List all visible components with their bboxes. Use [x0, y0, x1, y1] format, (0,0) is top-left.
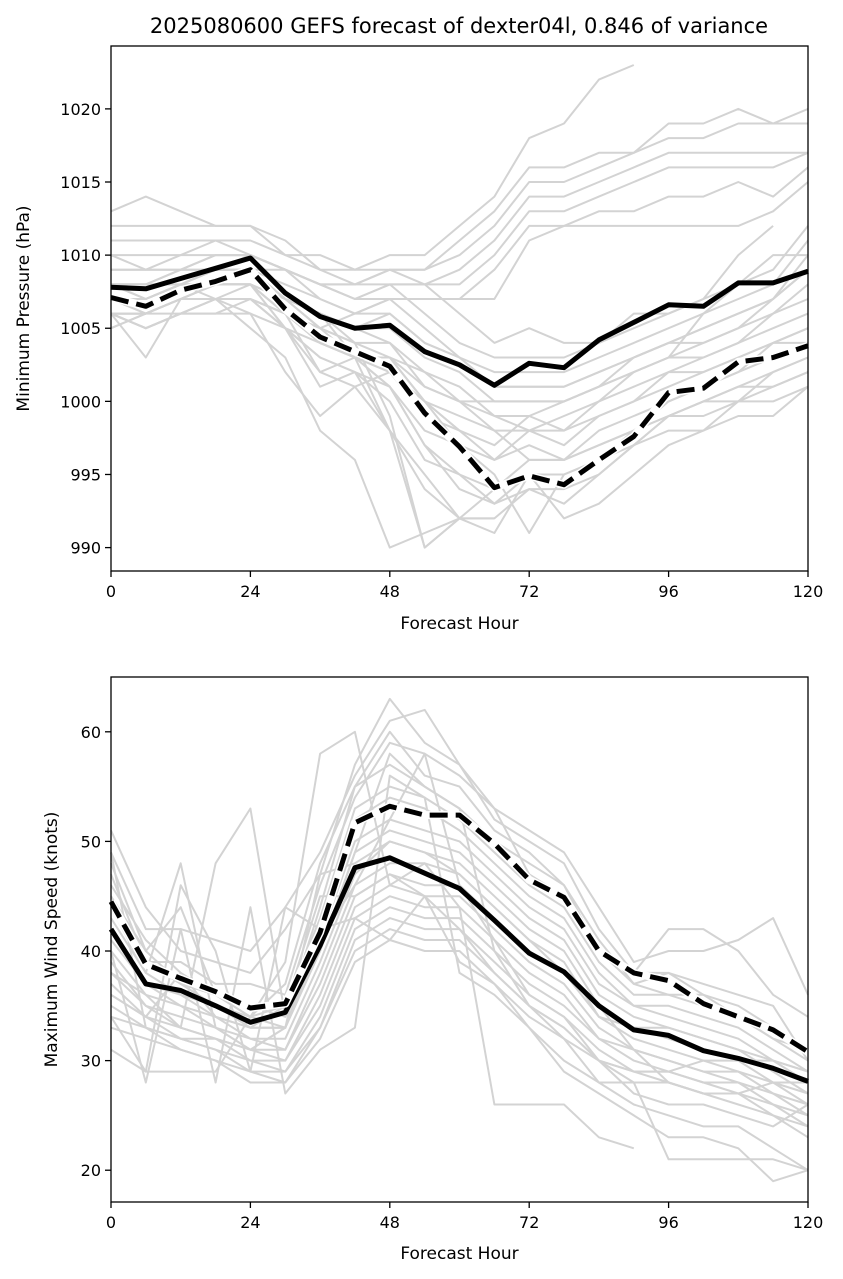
- wind-mean-dashed-line: [108, 803, 810, 1054]
- wind-y-tick-label-30: 30: [81, 1052, 101, 1071]
- pressure-y-tick-label-1015: 1015: [60, 173, 101, 192]
- wind-member-line-21: [110, 730, 635, 1150]
- pressure-x-tick-label-96: 96: [658, 582, 678, 601]
- pressure-member-line-20: [110, 283, 809, 505]
- wind-member-line-25: [110, 873, 809, 1073]
- wind-x-axis-label: Forecast Hour: [400, 1244, 518, 1264]
- pressure-x-tick-label-48: 48: [380, 582, 400, 601]
- pressure-member-line-3: [111, 122, 808, 286]
- pressure-member-line-27: [110, 283, 808, 534]
- wind-y-tick-label-40: 40: [81, 942, 101, 961]
- wind-x-tick-label-120: 120: [793, 1213, 824, 1232]
- wind-mean-solid-line: [108, 855, 809, 1084]
- wind-plot-frame: [110, 676, 809, 1203]
- pressure-member-line-30: [110, 298, 495, 549]
- pressure-y-axis-label: Minimum Pressure (hPa): [14, 205, 34, 411]
- wind-member-line-8: [110, 818, 809, 1073]
- pressure-y-tick-label-990: 990: [70, 539, 101, 558]
- pressure-member-line-7: [111, 181, 809, 315]
- wind-y-axis: 20 30 40 50 60: [81, 723, 111, 1180]
- wind-member-line-2: [110, 708, 809, 1018]
- pressure-member-line-24: [110, 312, 809, 534]
- pressure-y-tick-label-1020: 1020: [60, 100, 101, 119]
- wind-x-tick-label-24: 24: [240, 1213, 260, 1232]
- wind-y-tick-label-50: 50: [81, 832, 101, 851]
- wind-lines: [107, 697, 811, 1183]
- pressure-y-tick-label-995: 995: [70, 465, 101, 484]
- figure-title: 2025080600 GEFS forecast of dexter04l, 0…: [150, 14, 768, 38]
- pressure-panel: 0 24 48 72 96 120 99099510001005101010151020 …: [14, 45, 823, 634]
- wind-member-line-15: [110, 906, 809, 1117]
- pressure-x-tick-label-0: 0: [106, 582, 116, 601]
- wind-x-tick-label-0: 0: [106, 1213, 116, 1232]
- pressure-x-axis: 0 24 48 72 96 120: [106, 571, 823, 601]
- wind-member-line-6: [110, 785, 809, 1062]
- wind-x-tick-label-48: 48: [380, 1213, 400, 1232]
- pressure-y-tick-label-1010: 1010: [60, 246, 101, 265]
- wind-panel: 0 24 48 72 96 120 20 30 40 50 60 Forecast Hour Ma…: [42, 676, 823, 1264]
- wind-x-tick-label-72: 72: [519, 1213, 539, 1232]
- pressure-lines: [110, 64, 810, 549]
- wind-member-line-24: [110, 840, 808, 1095]
- wind-member-line-22: [110, 774, 809, 1172]
- pressure-mean-dashed-line: [110, 267, 809, 491]
- pressure-member-line-23: [110, 298, 809, 520]
- pressure-mean-dashed-halo: [110, 265, 810, 492]
- pressure-member-line-12: [111, 268, 809, 403]
- wind-member-line-20: [110, 752, 809, 1172]
- pressure-plot-frame: [110, 45, 809, 572]
- pressure-x-axis-label: Forecast Hour: [400, 614, 518, 634]
- wind-x-tick-label-96: 96: [658, 1213, 678, 1232]
- pressure-member-line-4: [111, 151, 808, 286]
- pressure-y-tick-label-1005: 1005: [60, 319, 101, 338]
- pressure-member-line-17: [111, 298, 809, 461]
- pressure-member-line-9: [111, 225, 809, 359]
- wind-member-line-10: [110, 840, 809, 1095]
- pressure-mean-solid-line: [110, 255, 809, 388]
- pressure-member-line-1: [110, 64, 635, 271]
- wind-y-axis-label: Maximum Wind Speed (knots): [42, 812, 62, 1068]
- wind-y-tick-label-60: 60: [81, 723, 101, 742]
- wind-y-tick-label-20: 20: [81, 1161, 101, 1180]
- wind-member-line-23: [110, 884, 809, 1183]
- pressure-x-tick-label-24: 24: [240, 582, 260, 601]
- pressure-y-axis: 990 995 1000 1005 1010 1015 1020: [60, 100, 111, 558]
- wind-member-line-11: [110, 862, 809, 1095]
- wind-member-line-19: [110, 752, 809, 1128]
- wind-member-line-7: [110, 796, 809, 1073]
- pressure-member-line-29: [111, 268, 809, 388]
- pressure-member-line-8: [111, 225, 774, 344]
- pressure-member-line-2: [111, 107, 809, 271]
- wind-x-axis: 0 24 48 72 96 120: [106, 1202, 823, 1232]
- pressure-member-line-31: [111, 254, 808, 403]
- pressure-x-tick-label-72: 72: [519, 582, 539, 601]
- pressure-member-line-13: [111, 283, 809, 417]
- pressure-x-tick-label-120: 120: [793, 582, 824, 601]
- pressure-member-line-25: [111, 268, 496, 549]
- pressure-y-tick-label-1000: 1000: [60, 392, 101, 411]
